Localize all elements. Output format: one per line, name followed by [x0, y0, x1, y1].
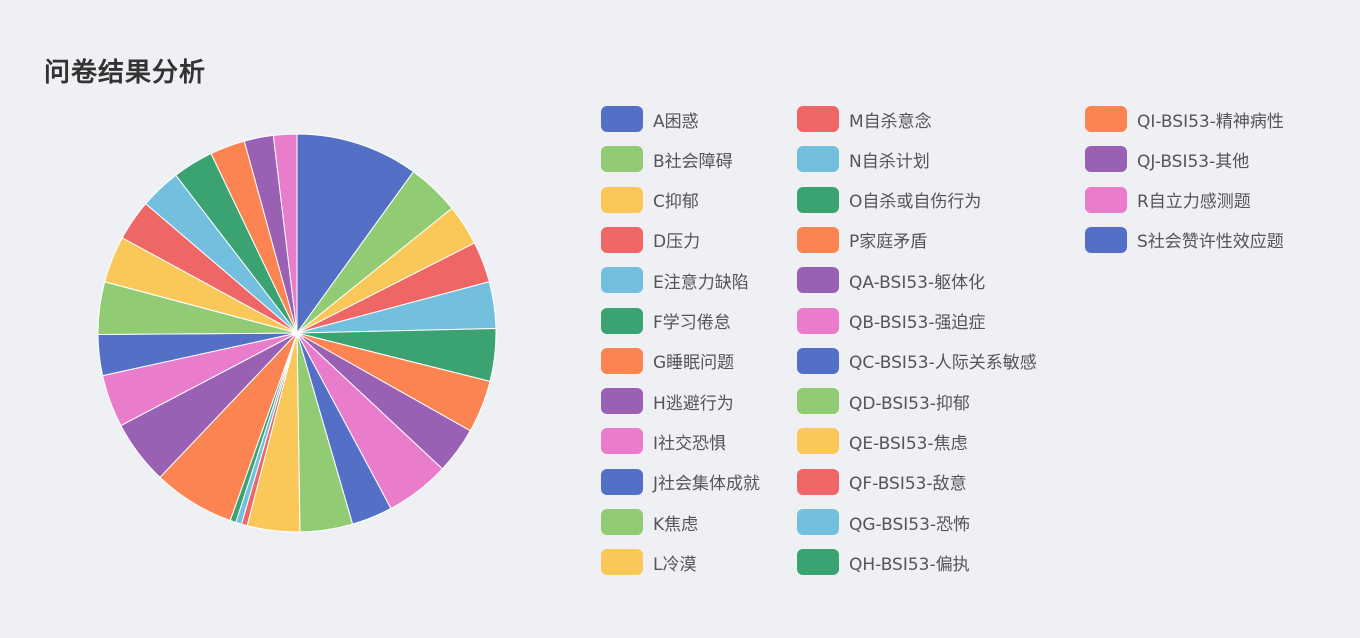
legend-item[interactable]: QD-BSI53-抑郁	[797, 388, 970, 415]
legend-swatch	[1085, 186, 1127, 213]
legend-label: D压力	[653, 232, 701, 253]
legend-swatch	[797, 388, 839, 415]
legend-label: QG-BSI53-恐怖	[849, 514, 971, 535]
legend-label: C抑郁	[653, 192, 699, 213]
legend-label: QA-BSI53-躯体化	[849, 272, 986, 293]
legend-item[interactable]: F学习倦怠	[601, 307, 731, 334]
legend-swatch	[601, 106, 643, 132]
legend-item[interactable]: N自杀计划	[797, 146, 930, 173]
legend-swatch	[601, 226, 643, 253]
legend-label: B社会障碍	[653, 151, 733, 172]
legend-swatch	[797, 509, 839, 535]
legend-swatch	[601, 428, 643, 455]
legend-label: N自杀计划	[849, 151, 930, 172]
pie-slice-1[interactable]	[296, 133, 415, 335]
legend-item[interactable]: B社会障碍	[601, 146, 733, 173]
legend-swatch	[797, 146, 839, 173]
legend-item[interactable]: QI-BSI53-精神病性	[1085, 106, 1284, 132]
legend-label: O自杀或自伤行为	[849, 192, 982, 213]
legend-item[interactable]: R自立力感测题	[1085, 186, 1251, 213]
legend-item[interactable]: M自杀意念	[797, 106, 932, 132]
legend-item[interactable]: K焦虑	[601, 509, 698, 535]
legend-item[interactable]: QE-BSI53-焦虑	[797, 428, 968, 455]
legend-label: I社交恐惧	[653, 433, 727, 454]
legend-swatch	[1085, 146, 1127, 173]
legend-swatch	[797, 347, 839, 374]
legend-item[interactable]: H逃避行为	[601, 388, 734, 415]
legend-label: QH-BSI53-偏执	[849, 554, 970, 575]
legend-swatch	[1085, 106, 1127, 132]
legend-item[interactable]: D压力	[601, 226, 701, 253]
legend-label: QD-BSI53-抑郁	[849, 393, 970, 414]
legend-item[interactable]: QJ-BSI53-其他	[1085, 146, 1250, 173]
legend-label: A困惑	[653, 111, 699, 132]
legend-label: S社会赞许性效应题	[1137, 232, 1284, 253]
legend-item[interactable]: QC-BSI53-人际关系敏感	[797, 347, 1037, 374]
legend-item[interactable]: L冷漠	[601, 549, 697, 576]
legend-swatch	[797, 267, 839, 294]
legend-item[interactable]: I社交恐惧	[601, 428, 727, 455]
legend-label: K焦虑	[653, 514, 699, 535]
pie-chart	[97, 133, 497, 533]
legend-item[interactable]: O自杀或自伤行为	[797, 186, 982, 213]
legend-item[interactable]: S社会赞许性效应题	[1085, 226, 1284, 253]
legend-item[interactable]: QF-BSI53-敌意	[797, 468, 967, 495]
legend-item[interactable]: C抑郁	[601, 186, 699, 213]
legend-item[interactable]: P家庭矛盾	[797, 226, 928, 253]
legend-label: QC-BSI53-人际关系敏感	[849, 353, 1037, 374]
legend-swatch	[601, 468, 643, 495]
legend-swatch	[601, 549, 643, 576]
legend-swatch	[601, 509, 643, 535]
legend-label: QI-BSI53-精神病性	[1137, 111, 1284, 132]
legend-swatch	[601, 347, 643, 374]
legend-item[interactable]: A困惑	[601, 106, 699, 132]
legend-item[interactable]: QH-BSI53-偏执	[797, 549, 970, 576]
legend-item[interactable]: QB-BSI53-强迫症	[797, 307, 986, 334]
legend-swatch	[601, 146, 643, 173]
legend-swatch	[797, 106, 839, 132]
legend-label: P家庭矛盾	[849, 232, 928, 253]
legend-item[interactable]: QA-BSI53-躯体化	[797, 267, 986, 294]
legend-label: M自杀意念	[849, 111, 932, 132]
legend-swatch	[797, 428, 839, 455]
legend-label: R自立力感测题	[1137, 192, 1251, 213]
legend-swatch	[797, 468, 839, 495]
legend-swatch	[601, 307, 643, 334]
legend-swatch	[797, 226, 839, 253]
legend-item[interactable]: QG-BSI53-恐怖	[797, 509, 970, 535]
legend-label: F学习倦怠	[653, 313, 731, 333]
legend-swatch	[797, 549, 839, 576]
legend-swatch	[797, 186, 839, 213]
legend-label: QF-BSI53-敌意	[849, 474, 967, 495]
legend-swatch	[601, 186, 643, 213]
pie-slice-27[interactable]	[272, 133, 298, 334]
legend-label: H逃避行为	[653, 393, 734, 414]
legend-label: J社会集体成就	[653, 474, 761, 495]
legend-item[interactable]: J社会集体成就	[601, 468, 761, 495]
legend-swatch	[797, 307, 839, 334]
legend-item[interactable]: E注意力缺陷	[601, 267, 749, 294]
legend-label: QE-BSI53-焦虑	[849, 433, 968, 454]
chart-title: 问卷结果分析	[44, 58, 207, 88]
legend-label: E注意力缺陷	[653, 272, 749, 293]
legend-label: G睡眠问题	[653, 353, 735, 374]
legend-label: QJ-BSI53-其他	[1137, 151, 1250, 172]
legend-label: QB-BSI53-强迫症	[849, 313, 986, 333]
legend-swatch	[601, 388, 643, 415]
legend-item[interactable]: G睡眠问题	[601, 347, 735, 374]
legend-label: L冷漠	[653, 554, 697, 575]
legend-swatch	[601, 267, 643, 294]
legend-swatch	[1085, 226, 1127, 253]
